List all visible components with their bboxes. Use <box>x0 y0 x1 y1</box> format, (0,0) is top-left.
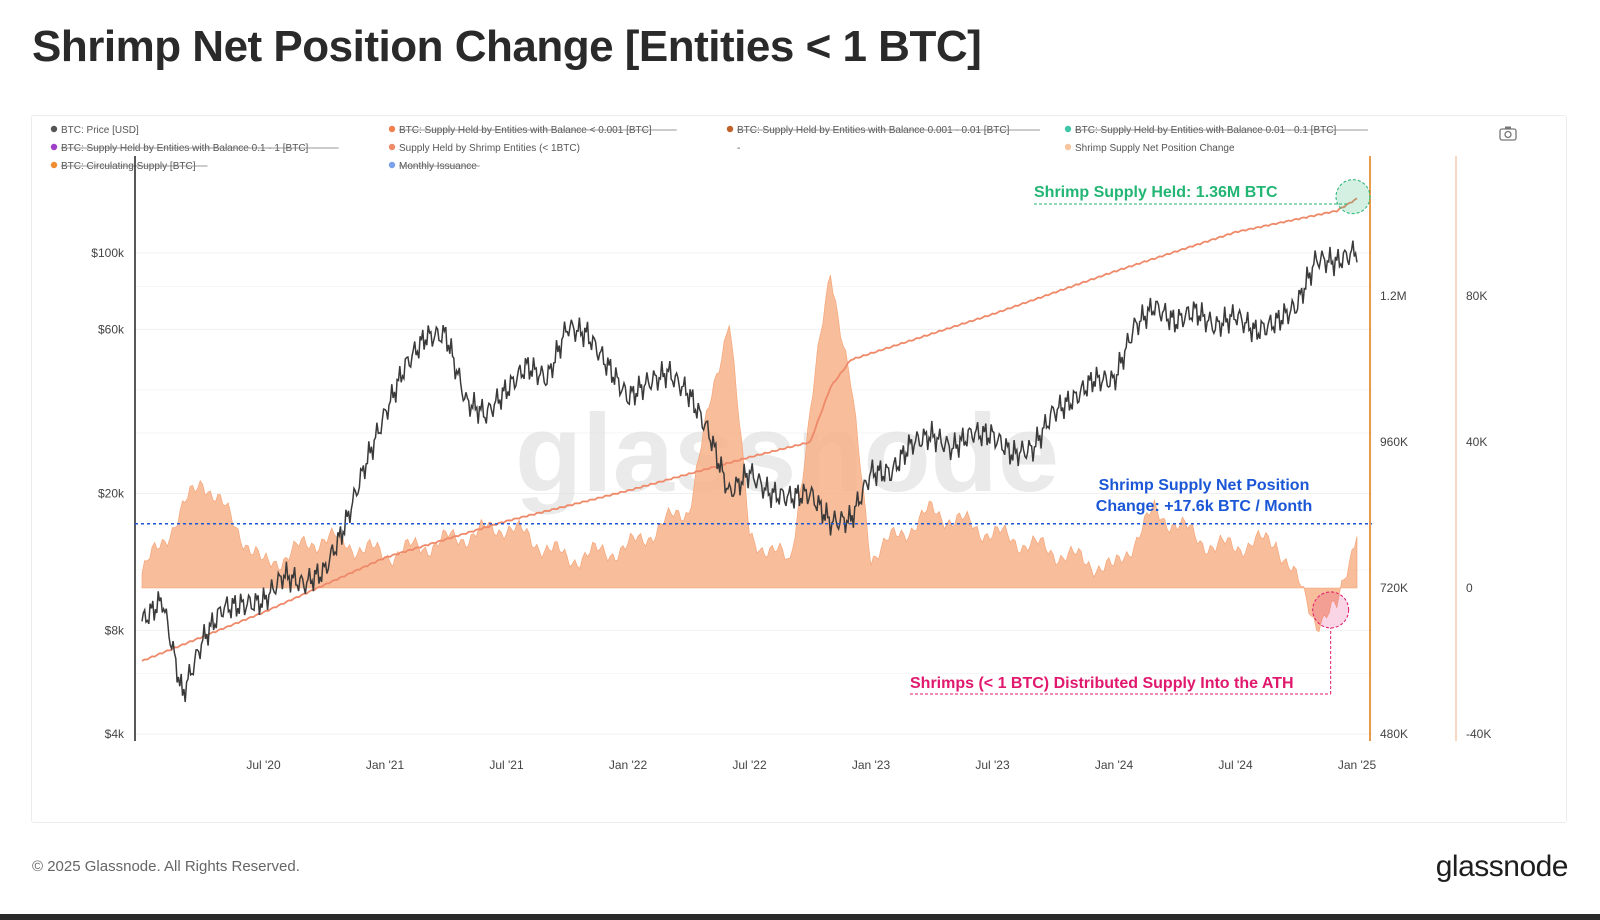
x-tick-jan-21: Jan '21 <box>366 758 405 772</box>
legend-swatch <box>726 143 734 151</box>
y-right2-tick-80k: 80K <box>1466 289 1487 303</box>
x-tick-jan-25: Jan '25 <box>1338 758 1377 772</box>
legend-swatch <box>388 161 396 169</box>
watermark: glassnode <box>515 392 1059 515</box>
x-tick-jul-20: Jul '20 <box>246 758 281 772</box>
x-tick-jan-24: Jan '24 <box>1095 758 1134 772</box>
legend-swatch <box>1064 143 1072 151</box>
x-tick-jul-21: Jul '21 <box>489 758 524 772</box>
legend-item-shrimp-supply-net-position-change[interactable]: Shrimp Supply Net Position Change <box>1064 143 1235 154</box>
legend-swatch <box>50 161 58 169</box>
y-right-tick-720k: 720K <box>1380 581 1408 595</box>
legend-label: BTC: Supply Held by Entities with Balanc… <box>737 125 1010 136</box>
legend-label: Shrimp Supply Net Position Change <box>1075 143 1235 154</box>
chart: BTC: Price [USD] BTC: Supply Held by Enti… <box>50 125 1517 772</box>
y-left-tick-20k: $20k <box>98 487 125 501</box>
chart-panel: BTC: Price [USD] BTC: Supply Held by Enti… <box>31 115 1567 823</box>
shrimp-supply-line <box>141 197 1358 662</box>
copyright: © 2025 Glassnode. All Rights Reserved. <box>32 858 300 875</box>
glassnode-logo[interactable]: glassnode <box>1435 850 1569 883</box>
x-tick-jul-23: Jul '23 <box>975 758 1010 772</box>
y-right-tick-1-2m: 1.2M <box>1380 289 1407 303</box>
legend-item-btc-supply-held-by-entities-with-balance-0-001-0-01-btc[interactable]: BTC: Supply Held by Entities with Balanc… <box>726 125 1040 136</box>
y-left-tick-100k: $100k <box>91 246 125 260</box>
price-path <box>141 240 1358 702</box>
price-line <box>141 240 1358 702</box>
net-change-area <box>141 275 1358 633</box>
bottom-rule <box>0 914 1600 920</box>
y-right-tick-480k: 480K <box>1380 727 1408 741</box>
legend-label: BTC: Supply Held by Entities with Balanc… <box>1075 125 1336 136</box>
legend-item-btc-circulating-supply-btc[interactable]: BTC: Circulating Supply [BTC] <box>50 161 208 172</box>
page-title: Shrimp Net Position Change [Entities < 1… <box>32 22 982 71</box>
axes: $4k $8k $20k $60k $100k 480K 720K 960K 1.2M -40K 0… <box>91 156 1491 772</box>
net-change-fill <box>141 275 1358 633</box>
annotation-net-change-value: Change: +17.6k BTC / Month <box>1096 498 1312 515</box>
annotation-supply-marker <box>1335 179 1371 215</box>
legend-item-btc-price-usd[interactable]: BTC: Price [USD] <box>50 125 139 136</box>
legend-swatch <box>388 143 396 151</box>
legend-swatch <box>1064 125 1072 133</box>
y-right-tick-960k: 960K <box>1380 435 1408 449</box>
y-right2-tick-40k: 40K <box>1466 435 1487 449</box>
legend-swatch <box>50 125 58 133</box>
y-left-tick-8k: $8k <box>105 623 125 637</box>
legend-swatch <box>726 125 734 133</box>
y-right2-tick-40k: -40K <box>1466 727 1491 741</box>
legend-label: BTC: Supply Held by Entities with Balanc… <box>399 125 652 136</box>
y-right2-tick-0: 0 <box>1466 581 1473 595</box>
legend-label: BTC: Supply Held by Entities with Balanc… <box>61 143 309 154</box>
y-left-tick-60k: $60k <box>98 322 125 336</box>
legend-item-monthly-issuance[interactable]: Monthly Issuance <box>388 161 480 172</box>
legend: BTC: Price [USD] BTC: Supply Held by Enti… <box>50 125 1368 172</box>
legend-item-btc-supply-held-by-entities-with-balance-0-001-btc[interactable]: BTC: Supply Held by Entities with Balanc… <box>388 125 677 136</box>
x-tick-jul-22: Jul '22 <box>732 758 767 772</box>
x-tick-jan-22: Jan '22 <box>609 758 648 772</box>
legend-label: BTC: Circulating Supply [BTC] <box>61 161 196 172</box>
annotation-net-change: Shrimp Supply Net Position <box>1099 477 1310 494</box>
annotation-distribution: Shrimps (< 1 BTC) Distributed Supply Int… <box>910 675 1294 692</box>
legend-swatch <box>388 125 396 133</box>
camera-icon[interactable] <box>1499 126 1517 141</box>
legend-item-btc-supply-held-by-entities-with-balance-0-1-1-btc[interactable]: BTC: Supply Held by Entities with Balanc… <box>50 143 339 154</box>
annotation-distribution-marker <box>1312 591 1350 629</box>
x-tick-jul-24: Jul '24 <box>1218 758 1253 772</box>
shrimp-supply-path <box>141 197 1358 662</box>
legend-item-[interactable]: - <box>726 143 741 154</box>
legend-label: - <box>737 143 740 154</box>
legend-label: Monthly Issuance <box>399 161 477 172</box>
legend-item-supply-held-by-shrimp-entities-1btc[interactable]: Supply Held by Shrimp Entities (< 1BTC) <box>388 143 580 154</box>
legend-item-btc-supply-held-by-entities-with-balance-0-01-0-1-btc[interactable]: BTC: Supply Held by Entities with Balanc… <box>1064 125 1368 136</box>
y-left-tick-4k: $4k <box>105 727 125 741</box>
annotations: Shrimp Supply Held: 1.36M BTC Shrimp Supp… <box>135 179 1372 695</box>
legend-label: Supply Held by Shrimp Entities (< 1BTC) <box>399 143 580 154</box>
annotation-supply-held: Shrimp Supply Held: 1.36M BTC <box>1034 184 1278 201</box>
x-tick-jan-23: Jan '23 <box>852 758 891 772</box>
legend-label: BTC: Price [USD] <box>61 125 139 136</box>
legend-swatch <box>50 143 58 151</box>
